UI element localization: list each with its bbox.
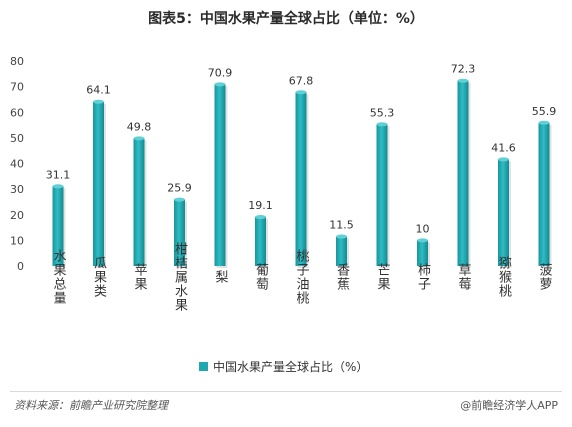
category-label: 桃子油桃 (294, 249, 310, 305)
bar-cap (93, 99, 104, 104)
y-tick-label: 10 (10, 234, 24, 247)
bar (214, 84, 226, 266)
value-label: 25.9 (167, 182, 192, 195)
y-tick-label: 70 (10, 81, 24, 94)
bar-cap (52, 184, 64, 189)
category-label: 芒果 (375, 262, 391, 291)
y-tick-label: 80 (10, 55, 24, 68)
bar (93, 101, 104, 267)
y-tick-label: 60 (10, 106, 24, 119)
y-tick-label: 30 (10, 183, 24, 196)
footer-divider (10, 391, 562, 392)
bar-cap (457, 78, 469, 83)
category-label: 猕猴桃 (496, 256, 512, 298)
value-label: 72.3 (451, 63, 476, 76)
category-label: 苹果 (132, 263, 148, 291)
bar (174, 199, 185, 266)
y-tick-label: 0 (17, 260, 24, 273)
value-label: 67.8 (289, 74, 314, 87)
value-label: 55.9 (532, 105, 557, 118)
category-label: 菠萝 (537, 263, 553, 291)
chart-title: 图表5：中国水果产量全球占比（单位：%） (148, 11, 424, 27)
value-label: 31.1 (46, 168, 71, 181)
bar (255, 217, 266, 266)
bar-cap (498, 157, 509, 162)
bar-cap (417, 238, 428, 243)
value-label: 10 (416, 222, 430, 235)
bar-cap (336, 234, 347, 239)
y-axis: 0 10 20 30 40 50 60 70 80 (10, 55, 24, 273)
bar-cap (133, 136, 145, 141)
value-label: 70.9 (208, 66, 233, 79)
bar-cap (376, 122, 388, 127)
bar (52, 186, 64, 266)
bar-cap (255, 215, 266, 220)
bar-cap (538, 120, 550, 125)
value-labels: 31.1 64.1 49.8 25.9 70.9 19.1 67.8 11.5 55.3 10 72… (46, 63, 557, 236)
value-label: 49.8 (127, 120, 152, 133)
bar (457, 80, 469, 266)
category-label: 草莓 (456, 263, 472, 291)
category-label: 柿子 (415, 262, 431, 291)
bar (417, 240, 428, 266)
bar (498, 159, 509, 266)
category-label: 水果总量 (51, 249, 67, 305)
bars (52, 78, 552, 269)
legend-label: 中国水果产量全球占比（%） (213, 359, 368, 374)
bar (376, 124, 388, 266)
value-label: 55.3 (370, 106, 395, 119)
source-note: 资料来源：前瞻产业研究院整理 (14, 399, 168, 412)
bar (295, 92, 307, 266)
y-tick-label: 20 (10, 209, 24, 222)
category-label: 梨 (213, 270, 229, 284)
category-label: 葡萄 (253, 263, 269, 291)
bar-cap (174, 197, 185, 202)
bar (336, 236, 347, 266)
legend-swatch (199, 362, 208, 371)
x-axis-labels: 水果总量 瓜果类 苹果 柑桔属水果 梨 葡萄 桃子油桃 香蕉 芒果 柿子 草莓 猕猴桃 菠萝 (51, 242, 553, 312)
y-tick-label: 40 (10, 158, 24, 171)
bar (538, 122, 550, 266)
value-label: 19.1 (248, 199, 273, 212)
category-label: 瓜果类 (91, 256, 107, 298)
bar (133, 138, 145, 266)
value-label: 64.1 (86, 84, 111, 97)
category-label: 香蕉 (334, 263, 350, 291)
value-label: 41.6 (491, 141, 516, 154)
bar-cap (214, 82, 226, 87)
brand-note: @前瞻经济学人APP (460, 399, 558, 412)
category-label: 柑桔属水果 (172, 242, 188, 312)
legend: 中国水果产量全球占比（%） (199, 359, 368, 374)
bar-cap (295, 90, 307, 95)
y-tick-label: 50 (10, 132, 24, 145)
value-label: 11.5 (329, 219, 354, 232)
